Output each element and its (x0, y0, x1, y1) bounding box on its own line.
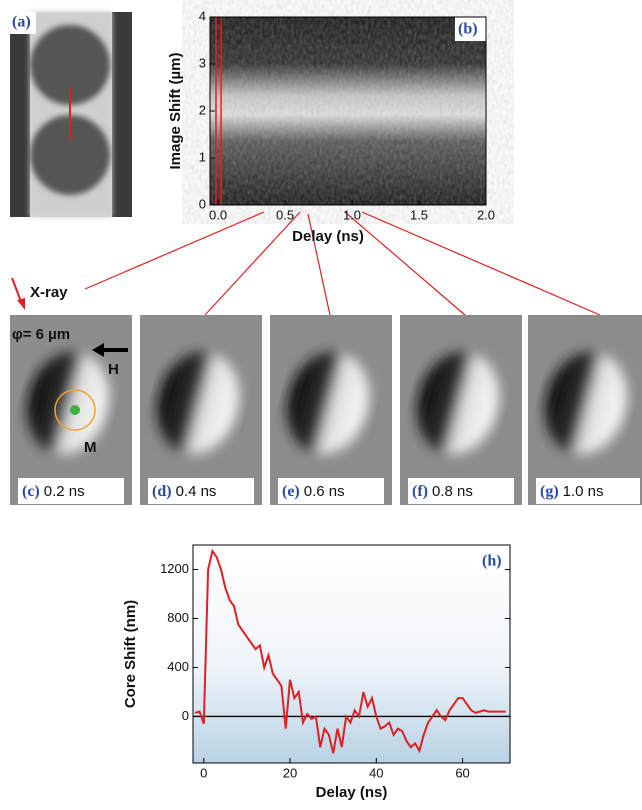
link-lines (84, 211, 601, 316)
panel-caption: (c) 0.2 ns (22, 483, 85, 500)
caption-box (278, 478, 384, 504)
vortex (287, 351, 369, 455)
x-tick-label: 0 (200, 765, 207, 780)
vortex (417, 351, 499, 455)
y-tick-label: 0 (199, 196, 206, 211)
y-tick-label: 2 (199, 102, 206, 117)
x-tick-label: 1.0 (343, 207, 361, 222)
panel-label: (g) (540, 483, 559, 500)
caption-time: 0.2 ns (44, 483, 85, 500)
x-tick-label: 0.0 (209, 207, 227, 222)
vortex (545, 351, 627, 455)
x-tick-label: 1.5 (410, 207, 428, 222)
y-axis-label: Image Shift (µm) (167, 53, 184, 170)
caption-time: 0.4 ns (176, 483, 217, 500)
image-panel: (f) 0.8 ns (400, 315, 522, 505)
panel-caption: (g) 1.0 ns (540, 483, 604, 500)
y-tick-label: 800 (167, 610, 189, 625)
y-tick-label: 1200 (160, 561, 189, 576)
caption-box (408, 478, 514, 504)
m-label: M (84, 439, 97, 456)
m-orbit (54, 389, 96, 431)
caption-box (536, 478, 640, 504)
h-label: H (108, 361, 119, 378)
vortex (27, 351, 109, 455)
image-panel: (c) 0.2 ns φ= 6 µm H M (10, 315, 132, 505)
x-tick-label: 0.5 (276, 207, 294, 222)
y-tick-label: 0 (182, 708, 189, 723)
x-tick-label: 40 (369, 765, 383, 780)
panel-label: (h) (482, 553, 502, 570)
panel-label: (c) (22, 483, 40, 500)
panel-label: (a) (12, 14, 31, 31)
image-panel: (g) 1.0 ns (528, 315, 642, 505)
plot-frame (192, 544, 511, 764)
y-tick-label: 4 (199, 8, 206, 23)
caption-box (18, 478, 124, 504)
panel-caption: (f) 0.8 ns (412, 483, 473, 500)
x-axis-label: Delay (ns) (292, 228, 364, 245)
panel-caption: (d) 0.4 ns (152, 483, 216, 500)
panel-caption: (e) 0.6 ns (282, 483, 345, 500)
panel-label: (d) (152, 483, 172, 500)
caption-time: 0.8 ns (432, 483, 473, 500)
plot-bg (193, 545, 510, 763)
panel-a: (a) (10, 12, 132, 217)
y-axis-label: Core Shift (nm) (122, 600, 139, 708)
plot-frame (209, 16, 487, 206)
y-tick-label: 400 (167, 659, 189, 674)
image-panel: (e) 0.6 ns (270, 315, 392, 505)
panel-label: (f) (412, 483, 428, 500)
x-tick-label: 20 (283, 765, 297, 780)
x-tick-label: 2.0 (477, 207, 495, 222)
core-dot (70, 405, 80, 415)
vortex (157, 351, 239, 455)
x-tick-label: 60 (455, 765, 469, 780)
heatmap-image (210, 17, 486, 205)
caption-box (148, 478, 254, 504)
h-arrowhead (92, 343, 104, 357)
caption-time: 0.6 ns (304, 483, 345, 500)
caption-time: 1.0 ns (563, 483, 604, 500)
y-tick-label: 3 (199, 55, 206, 70)
data-line (194, 548, 506, 754)
panel-label: (e) (282, 483, 300, 500)
image-panel: (d) 0.4 ns (140, 315, 262, 505)
xray-arrowhead (17, 298, 25, 310)
y-tick-label: 1 (199, 149, 206, 164)
phi-label: φ= 6 µm (12, 326, 70, 343)
x-axis-label: Delay (ns) (316, 784, 388, 801)
label-box (466, 550, 504, 574)
xray-label: X-ray (30, 284, 68, 301)
panel-label: (b) (458, 21, 478, 38)
charts: 0 1 2 3 4 0.0 0.5 1.0 1.5 2.0 Delay (ns) Image Shif… (122, 8, 511, 801)
